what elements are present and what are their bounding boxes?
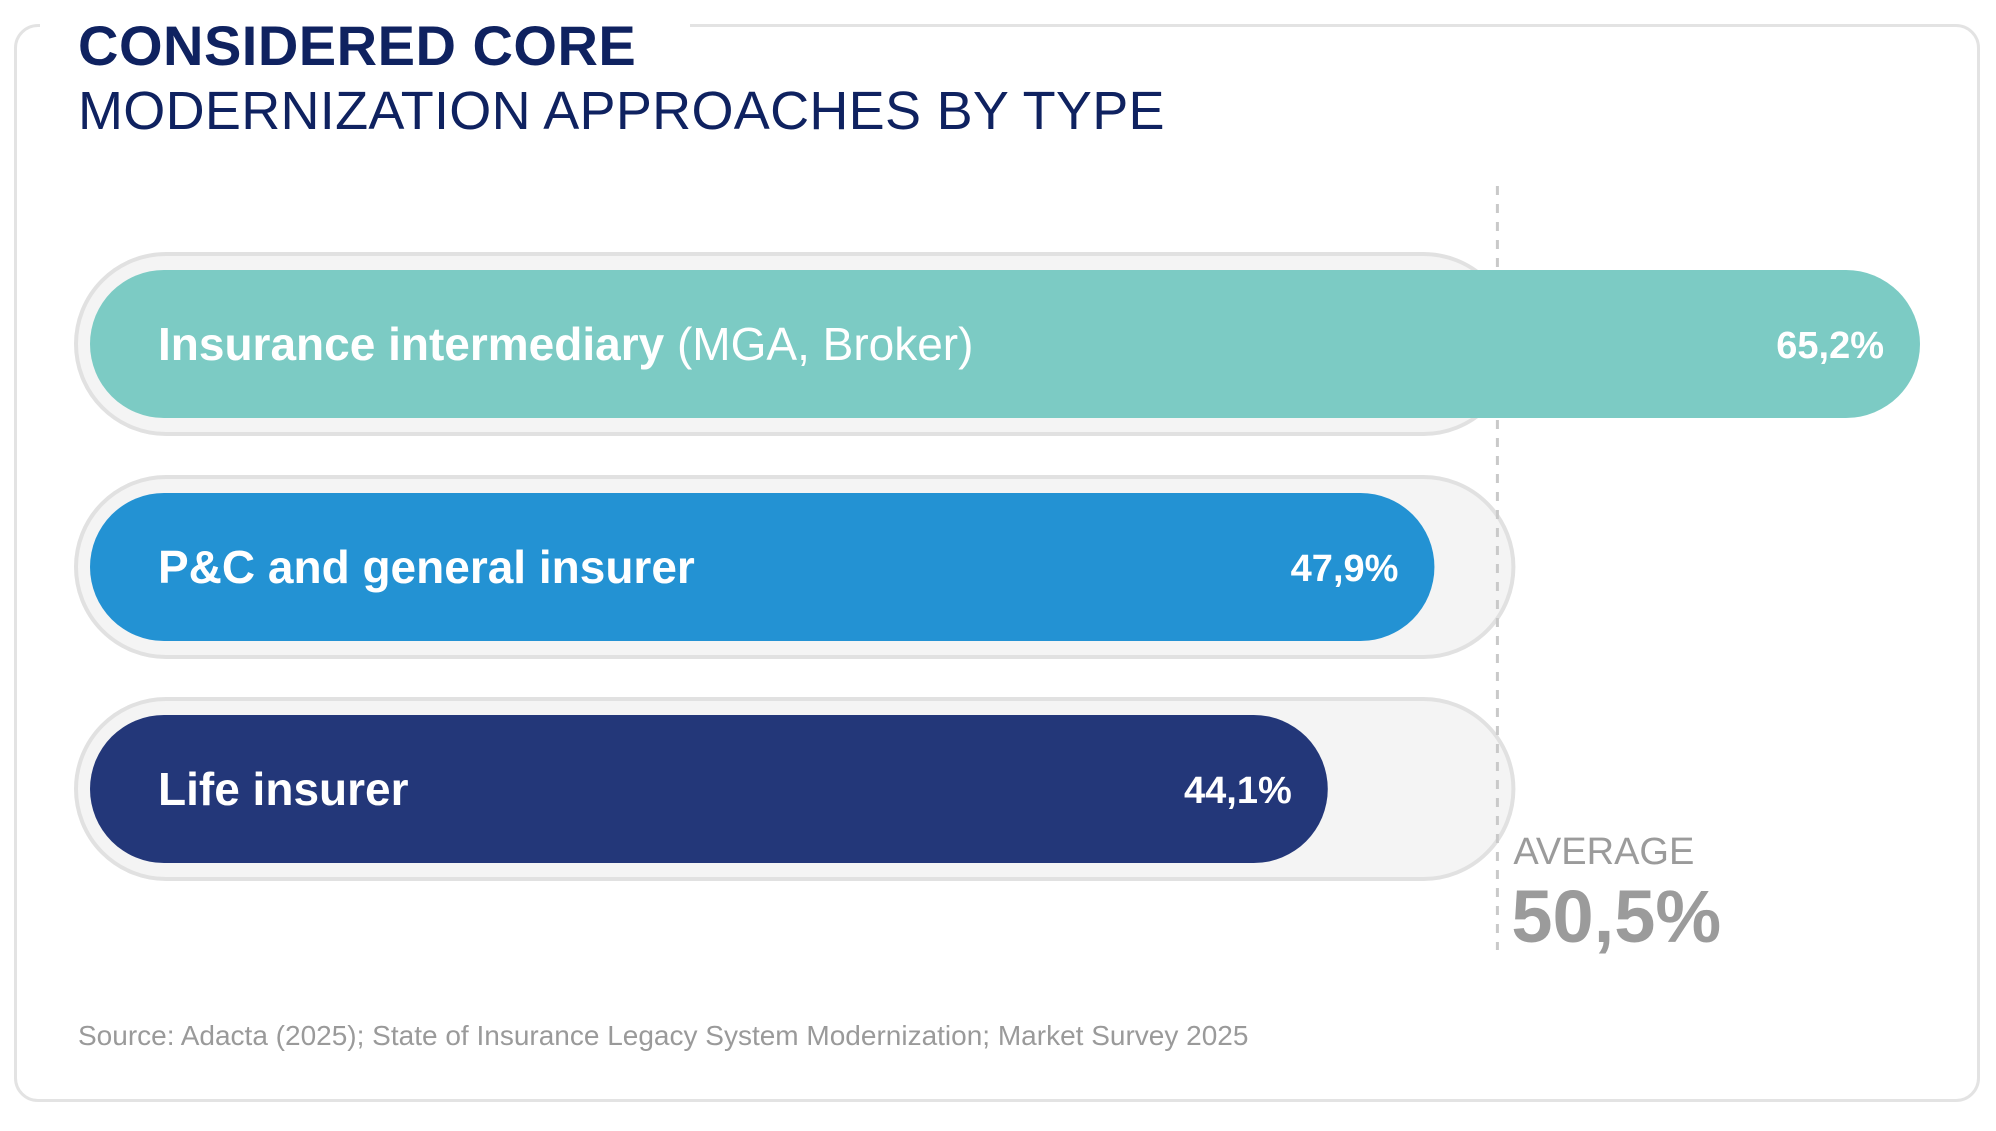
chart-subtitle: MODERNIZATION APPROACHES BY TYPE xyxy=(78,81,1165,141)
bar-label-detail-1: (MGA, Broker) xyxy=(664,318,973,370)
bar-label-2: P&C and general insurer xyxy=(158,541,695,593)
bar-2 xyxy=(90,493,1435,641)
bar-3 xyxy=(90,715,1328,863)
bar-value-1: 65,2% xyxy=(1776,325,1884,367)
bar-label-1: Insurance intermediary (MGA, Broker) xyxy=(158,318,973,370)
bar-label-bold-3: Life insurer xyxy=(158,763,409,815)
title-background xyxy=(40,10,690,40)
average-value: 50,5% xyxy=(1511,875,1721,958)
bar-value-2: 47,9% xyxy=(1291,548,1399,590)
bar-label-bold-1: Insurance intermediary xyxy=(158,318,665,370)
chart-title: CONSIDERED CORE xyxy=(78,14,637,77)
bar-1 xyxy=(90,270,1920,418)
source-note: Source: Adacta (2025); State of Insuranc… xyxy=(78,1020,1249,1051)
bar-value-3: 44,1% xyxy=(1184,770,1292,812)
bar-label-3: Life insurer xyxy=(158,763,409,815)
bar-label-bold-2: P&C and general insurer xyxy=(158,541,695,593)
average-label: AVERAGE xyxy=(1513,831,1694,873)
